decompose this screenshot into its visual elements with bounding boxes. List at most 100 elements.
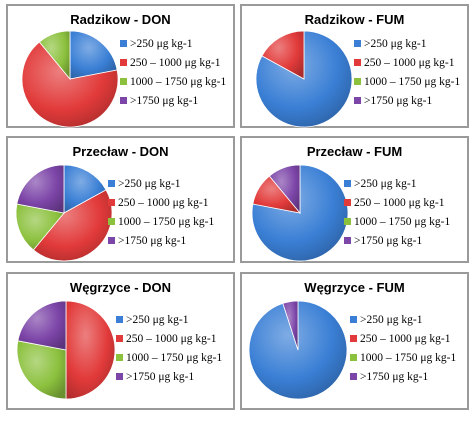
legend-item: 250 – 1000 μg kg-1 [120, 53, 226, 72]
legend-label: 1000 – 1750 μg kg-1 [354, 215, 451, 228]
legend-swatch-icon [120, 78, 127, 85]
legend-label: 250 – 1000 μg kg-1 [360, 332, 451, 345]
legend-swatch-icon [108, 218, 115, 225]
legend-swatch-icon [354, 97, 361, 104]
legend-label: 1000 – 1750 μg kg-1 [130, 75, 227, 88]
legend-label: 250 – 1000 μg kg-1 [118, 196, 209, 209]
legend-label: 250 – 1000 μg kg-1 [126, 332, 217, 345]
pie-slice [38, 30, 71, 81]
pie-slice [63, 164, 107, 214]
pie-slice [15, 203, 65, 251]
legend-swatch-icon [350, 335, 357, 342]
legend-item: >1750 μg kg-1 [344, 231, 450, 250]
pie-chart [248, 300, 348, 400]
pie-slice [69, 30, 118, 80]
legend-item: 250 – 1000 μg kg-1 [108, 193, 214, 212]
legend-swatch-icon [116, 335, 123, 342]
legend-label: >250 μg kg-1 [118, 177, 181, 190]
pie-chart [251, 164, 349, 262]
legend-item: >250 μg kg-1 [120, 34, 226, 53]
legend-label: 250 – 1000 μg kg-1 [130, 56, 221, 69]
legend: >250 μg kg-1 250 – 1000 μg kg-1 1000 – 1… [108, 174, 214, 250]
legend-swatch-icon [354, 78, 361, 85]
legend-label: 1000 – 1750 μg kg-1 [118, 215, 215, 228]
pie-slice [255, 30, 353, 128]
legend-item: >1750 μg kg-1 [354, 91, 460, 110]
pie-chart [255, 30, 353, 128]
legend-swatch-icon [344, 218, 351, 225]
legend-item: 250 – 1000 μg kg-1 [354, 53, 460, 72]
chart-panel-radzikow-fum: Radzikow - FUM >250 μg kg-1 250 – 1000 μ… [240, 4, 469, 128]
legend-item: 1000 – 1750 μg kg-1 [354, 72, 460, 91]
legend-item: >1750 μg kg-1 [116, 367, 222, 386]
chart-title: Radzikow - FUM [304, 12, 405, 27]
legend-item: 1000 – 1750 μg kg-1 [350, 348, 456, 367]
legend-swatch-icon [116, 316, 123, 323]
legend-item: 250 – 1000 μg kg-1 [350, 329, 456, 348]
legend-swatch-icon [116, 354, 123, 361]
legend-label: >1750 μg kg-1 [130, 94, 199, 107]
pie-slice [17, 300, 67, 351]
legend-swatch-icon [120, 97, 127, 104]
legend-swatch-icon [344, 237, 351, 244]
legend-swatch-icon [344, 180, 351, 187]
legend-item: 250 – 1000 μg kg-1 [116, 329, 222, 348]
legend-label: >1750 μg kg-1 [354, 234, 423, 247]
legend-swatch-icon [120, 59, 127, 66]
legend-swatch-icon [344, 199, 351, 206]
legend-item: 1000 – 1750 μg kg-1 [344, 212, 450, 231]
legend-swatch-icon [350, 316, 357, 323]
legend-swatch-icon [116, 373, 123, 380]
legend-swatch-icon [108, 199, 115, 206]
legend-label: >1750 μg kg-1 [360, 370, 429, 383]
legend-label: >250 μg kg-1 [364, 37, 427, 50]
legend-swatch-icon [108, 180, 115, 187]
legend-item: >250 μg kg-1 [116, 310, 222, 329]
pie-chart [21, 30, 119, 128]
legend: >250 μg kg-1 250 – 1000 μg kg-1 1000 – 1… [344, 174, 450, 250]
chart-title: Radzikow - DON [70, 12, 171, 27]
chart-title: Przecław - DON [72, 144, 169, 159]
legend-swatch-icon [354, 40, 361, 47]
legend-label: >250 μg kg-1 [126, 313, 189, 326]
chart-panel-wegrzyce-don: Węgrzyce - DON >250 μg kg-1 250 – 1000 μ… [6, 272, 235, 410]
legend-label: >250 μg kg-1 [130, 37, 193, 50]
legend: >250 μg kg-1 250 – 1000 μg kg-1 1000 – 1… [354, 34, 460, 110]
pie-chart [15, 164, 113, 262]
chart-panel-przeclaw-fum: Przecław - FUM >250 μg kg-1 250 – 1000 μ… [240, 136, 469, 263]
legend-label: >1750 μg kg-1 [364, 94, 433, 107]
chart-title: Węgrzyce - DON [69, 280, 172, 295]
chart-panel-wegrzyce-fum: Węgrzyce - FUM >250 μg kg-1 250 – 1000 μ… [240, 272, 469, 410]
chart-panel-przeclaw-don: Przecław - DON >250 μg kg-1 250 – 1000 μ… [6, 136, 235, 263]
legend-item: 1000 – 1750 μg kg-1 [120, 72, 226, 91]
legend-swatch-icon [350, 354, 357, 361]
legend-item: 1000 – 1750 μg kg-1 [116, 348, 222, 367]
legend-label: 1000 – 1750 μg kg-1 [360, 351, 457, 364]
legend-label: >1750 μg kg-1 [126, 370, 195, 383]
legend-item: >250 μg kg-1 [108, 174, 214, 193]
chart-panel-radzikow-don: Radzikow - DON >250 μg kg-1 250 – 1000 μ… [6, 4, 235, 128]
legend-label: 250 – 1000 μg kg-1 [364, 56, 455, 69]
pie-chart [16, 300, 116, 400]
pie-slice [16, 164, 65, 214]
legend-item: >250 μg kg-1 [354, 34, 460, 53]
legend-swatch-icon [120, 40, 127, 47]
legend-item: >250 μg kg-1 [350, 310, 456, 329]
legend-swatch-icon [350, 373, 357, 380]
pie-slice [268, 164, 301, 215]
legend-label: >250 μg kg-1 [354, 177, 417, 190]
legend-item: >1750 μg kg-1 [108, 231, 214, 250]
pie-slice [282, 300, 299, 351]
legend-item: 1000 – 1750 μg kg-1 [108, 212, 214, 231]
legend: >250 μg kg-1 250 – 1000 μg kg-1 1000 – 1… [350, 310, 456, 386]
legend-label: >250 μg kg-1 [360, 313, 423, 326]
chart-title: Węgrzyce - FUM [304, 280, 405, 295]
legend-item: >250 μg kg-1 [344, 174, 450, 193]
legend-label: 1000 – 1750 μg kg-1 [364, 75, 461, 88]
pie-slice [21, 41, 119, 128]
legend-label: 250 – 1000 μg kg-1 [354, 196, 445, 209]
legend-label: 1000 – 1750 μg kg-1 [126, 351, 223, 364]
legend-item: >1750 μg kg-1 [120, 91, 226, 110]
legend-label: >1750 μg kg-1 [118, 234, 187, 247]
pie-slice [16, 340, 67, 400]
